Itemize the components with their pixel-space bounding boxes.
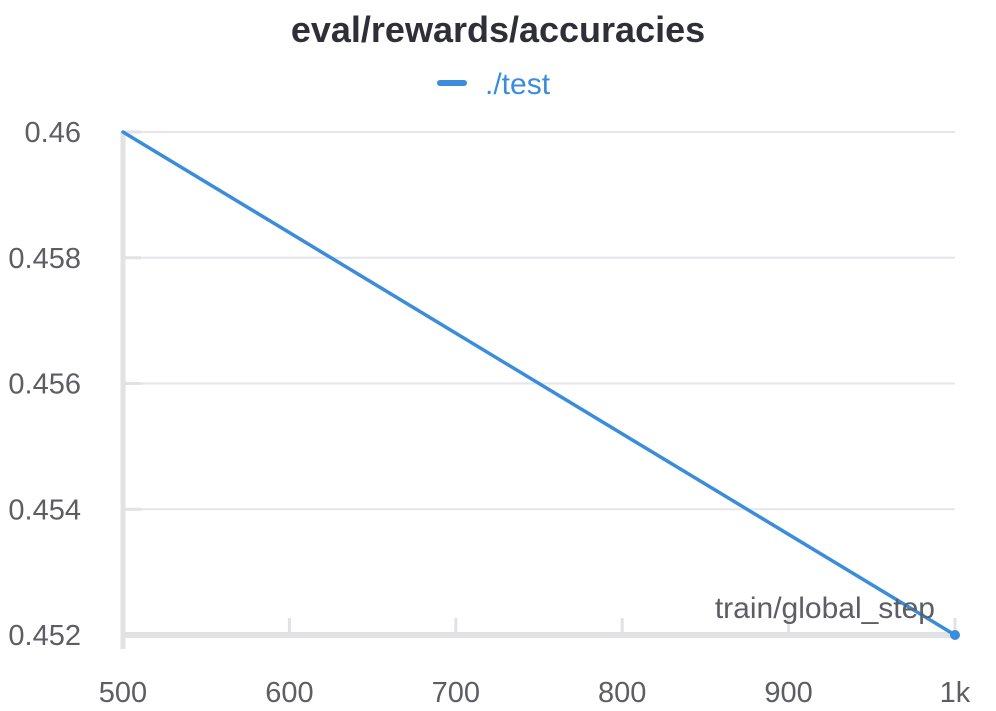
y-tick-label: 0.452 xyxy=(8,620,81,652)
legend[interactable]: ./test xyxy=(437,68,551,101)
tick-labels: 0.46 0.458 0.456 0.454 0.452 500 600 700 800 900 1… xyxy=(8,117,970,709)
x-tick-label: 900 xyxy=(764,677,812,709)
y-tick-label: 0.458 xyxy=(8,243,81,275)
series-line-0 xyxy=(121,130,957,637)
y-tick-label: 0.454 xyxy=(8,494,81,526)
x-tick-label: 800 xyxy=(598,677,646,709)
series-point xyxy=(950,630,960,640)
axes xyxy=(120,130,957,649)
y-tick-label: 0.46 xyxy=(25,117,81,149)
chart-title: eval/rewards/accuracies xyxy=(291,9,705,50)
y-tick-label: 0.456 xyxy=(8,369,81,401)
x-tick-label: 600 xyxy=(265,677,313,709)
legend-label-test: ./test xyxy=(485,68,551,101)
series-layer xyxy=(121,130,960,640)
x-tick-label: 700 xyxy=(432,677,480,709)
x-axis-label: train/global_step xyxy=(715,592,935,625)
x-tick-label: 500 xyxy=(99,677,147,709)
x-tick-label: 1k xyxy=(940,677,971,709)
